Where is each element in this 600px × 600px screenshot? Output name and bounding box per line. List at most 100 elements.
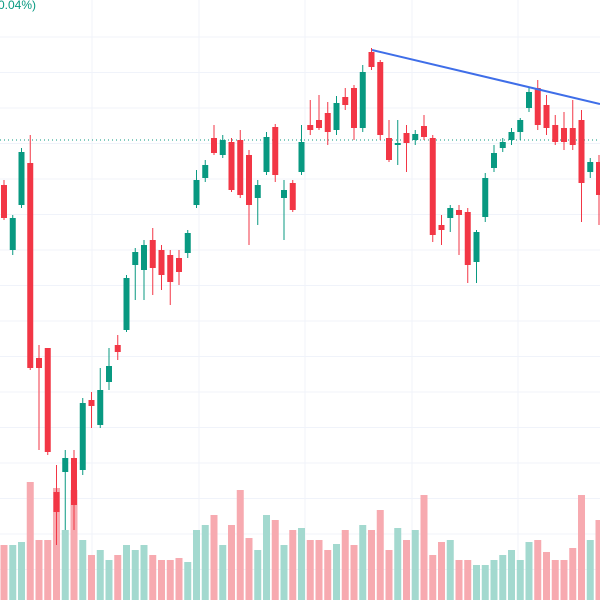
candle-body <box>44 348 51 452</box>
candle-body <box>18 152 25 205</box>
header-text: 0.04%) <box>0 0 36 12</box>
candle-body <box>464 212 471 265</box>
trend-line <box>371 49 600 105</box>
candle-body <box>281 190 287 198</box>
candle-body <box>499 142 506 148</box>
candle-body <box>421 126 427 137</box>
candle-body <box>254 185 261 198</box>
candle-body <box>377 62 384 135</box>
volume-bar <box>18 542 25 600</box>
volume-bar <box>341 530 349 600</box>
candle-body <box>106 366 112 382</box>
volume-bar <box>481 565 489 600</box>
candle-body <box>202 165 209 178</box>
candle-body <box>141 245 147 270</box>
volume-bar <box>140 545 148 600</box>
candle-body <box>97 390 104 425</box>
volume-bar <box>385 550 393 600</box>
candle-body <box>412 134 419 140</box>
volume-bar <box>551 560 559 600</box>
volume-bar <box>411 530 419 600</box>
volume-bar <box>44 540 52 600</box>
volume-bar <box>96 550 104 600</box>
candle-body <box>307 125 314 130</box>
candle-body <box>114 345 121 352</box>
candle-body <box>53 492 60 512</box>
candle-body <box>394 143 401 145</box>
candles <box>1 48 600 545</box>
candle-body <box>447 208 454 218</box>
candle-body <box>482 178 489 217</box>
candle-body <box>263 137 270 172</box>
volume-bar <box>534 540 542 600</box>
volume-bar <box>280 545 288 600</box>
volume-bar <box>403 540 410 600</box>
volume-bar <box>228 525 235 600</box>
volume-bar <box>114 555 122 600</box>
candle-body <box>123 278 130 330</box>
candle-body <box>9 218 16 250</box>
candle-body <box>176 258 182 272</box>
volume-bar <box>210 515 218 600</box>
candle-body <box>1 185 7 218</box>
volume-bar <box>271 520 279 600</box>
candle-body <box>386 138 392 160</box>
candle-body <box>237 140 244 195</box>
volume-bar <box>543 552 550 600</box>
volume-bar <box>359 525 367 600</box>
candle-body <box>351 88 357 128</box>
candle-body <box>359 72 366 128</box>
volume-bar <box>333 544 340 600</box>
volume-bar <box>61 530 69 600</box>
volume-bar <box>263 515 270 600</box>
candle-body <box>569 128 576 145</box>
volume-bar <box>26 482 34 600</box>
candle-body <box>36 358 42 368</box>
volume-bar <box>201 525 209 600</box>
volume-bar <box>429 555 437 600</box>
candle-body <box>316 120 322 128</box>
volume-bar <box>350 545 358 600</box>
candle-body <box>62 458 69 472</box>
volume-bar <box>193 530 200 600</box>
candle-body <box>289 183 296 210</box>
candle-body <box>167 255 174 282</box>
candle-body <box>193 180 200 205</box>
candle-body <box>71 458 77 505</box>
candle-body <box>534 88 541 125</box>
candle-body <box>342 97 349 105</box>
candle-body <box>508 132 515 140</box>
volume-bar <box>306 540 314 600</box>
volume-bar <box>184 562 192 600</box>
volume-bar <box>254 550 262 600</box>
volume-bar <box>455 560 463 600</box>
volume-bar <box>394 528 402 600</box>
volume-bar <box>578 495 585 600</box>
volume-bar <box>464 560 472 600</box>
volume-bar <box>105 560 113 600</box>
volume-bar <box>569 548 577 600</box>
candle-body <box>403 133 410 143</box>
volume-bar <box>123 545 130 600</box>
volume-pane <box>0 482 600 600</box>
candle-body <box>132 252 139 265</box>
volume-bar <box>560 560 568 600</box>
volume-bar <box>586 540 594 600</box>
volume-bar <box>473 565 480 600</box>
candle-body <box>228 142 235 190</box>
volume-bar <box>88 555 95 600</box>
candle-body <box>184 233 191 253</box>
volume-bar <box>595 520 600 600</box>
candle-body <box>578 120 585 183</box>
volume-bar <box>376 510 384 600</box>
candle-body <box>333 103 340 130</box>
volume-bar <box>368 530 375 600</box>
candle-body <box>27 163 34 368</box>
volume-bar <box>420 495 428 600</box>
candle-body <box>298 142 305 172</box>
volume-bar <box>245 538 253 600</box>
candle-body <box>246 155 252 205</box>
volume-bar <box>236 490 244 600</box>
candle-body <box>517 120 524 132</box>
